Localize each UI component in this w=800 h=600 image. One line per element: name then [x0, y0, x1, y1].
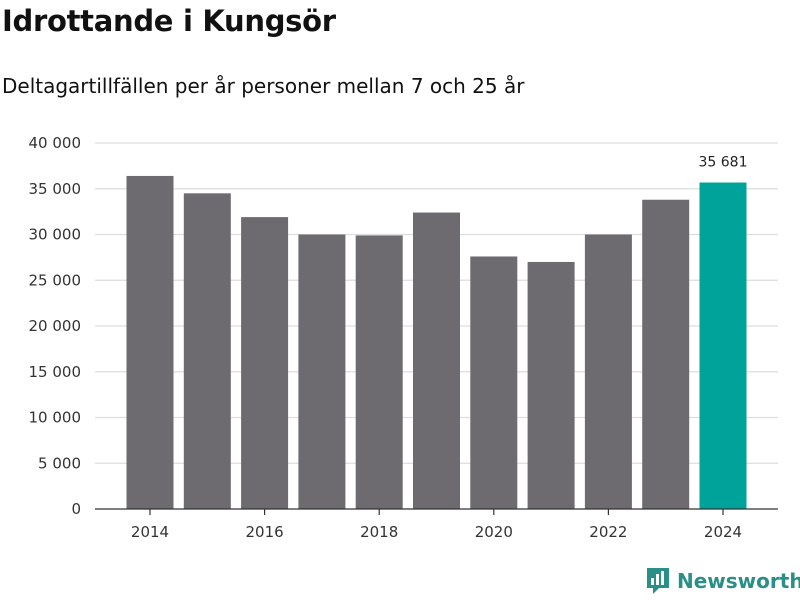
- bar-2015: [183, 193, 231, 509]
- y-tick-label: 20 000: [29, 317, 82, 335]
- bar-2022: [584, 234, 632, 509]
- y-tick-label: 10 000: [29, 409, 82, 427]
- logo-text: Newsworthy: [677, 569, 800, 593]
- y-tick-label: 0: [71, 500, 81, 518]
- x-tick-label: 2016: [246, 523, 284, 541]
- bar-2014: [126, 175, 174, 509]
- x-tick-label: 2020: [475, 523, 513, 541]
- y-tick-label: 15 000: [29, 363, 82, 381]
- y-tick-label: 5 000: [38, 454, 81, 472]
- bar-2024: [699, 182, 747, 509]
- bar-2020: [470, 256, 518, 509]
- x-tick-label: 2018: [360, 523, 398, 541]
- data-label: 35 681: [699, 155, 748, 171]
- newsworthy-chart-icon: [647, 568, 669, 594]
- bar-2017: [298, 234, 346, 509]
- bar-2021: [527, 261, 575, 509]
- bar-2016: [241, 217, 289, 510]
- x-tick-label: 2024: [704, 523, 742, 541]
- newsworthy-logo: Newsworthy: [645, 566, 800, 596]
- y-tick-label: 30 000: [29, 226, 82, 244]
- y-tick-label: 35 000: [29, 180, 82, 198]
- bar-2019: [413, 212, 460, 510]
- x-tick-label: 2014: [131, 523, 169, 541]
- chart-subtitle: Deltagartillfällen per år personer mella…: [2, 74, 525, 98]
- y-tick-label: 40 000: [29, 134, 82, 152]
- chart-title: Idrottande i Kungsör: [2, 4, 336, 38]
- y-tick-label: 25 000: [29, 271, 82, 289]
- x-tick-label: 2022: [589, 523, 627, 541]
- bar-2023: [642, 199, 690, 510]
- bar-2018: [355, 235, 403, 510]
